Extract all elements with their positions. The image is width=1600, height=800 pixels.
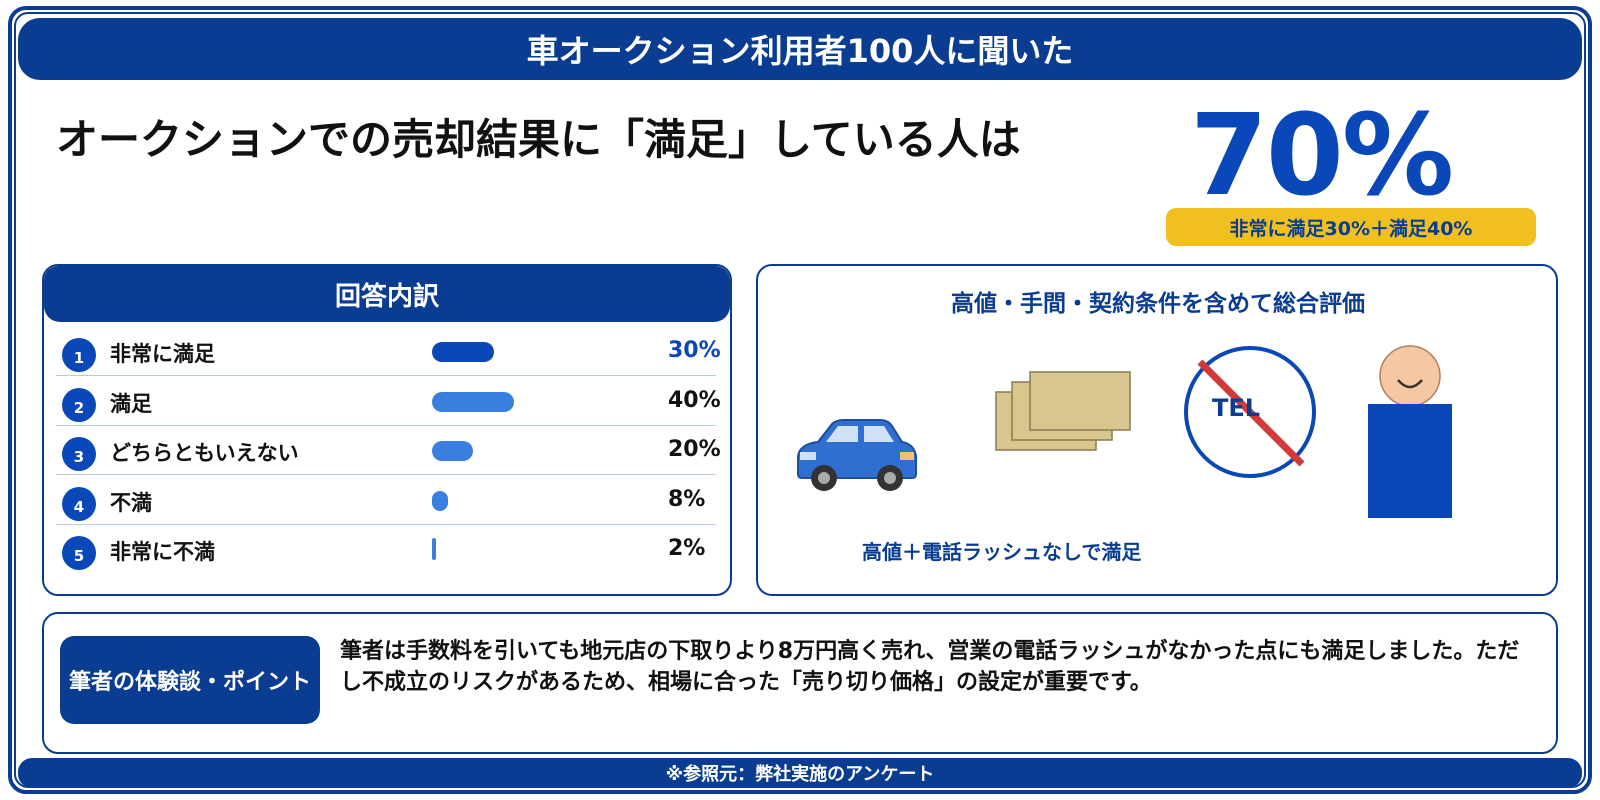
outer-frame [8,6,1592,794]
evaluation-caption: 高値＋電話ラッシュなしで満足 [862,540,1142,564]
tel-label: TEL [1212,394,1261,422]
evaluation-panel: 高値・手間・契約条件を含めて総合評価 TEL 高値＋電話ラッシュなしで満足 [756,264,1558,596]
row-number: 2 [62,387,96,422]
category-label: どちらともいえない [110,441,299,465]
banner-title: 車オークション利用者100人に聞いた [526,32,1074,70]
row-number: 5 [62,536,96,570]
breakdown-pill: 非常に満足30%＋満足40% [1166,208,1536,246]
category-label: 非常に満足 [110,342,215,366]
evaluation-title: 高値・手間・契約条件を含めて総合評価 [951,291,1365,317]
category-label: 不満 [110,490,152,515]
documents-icon [995,371,1131,451]
chart-row: 4 不満 8% [56,475,716,525]
car-icon [797,419,917,491]
row-number: 4 [62,486,96,521]
value-label: 30% [668,338,721,363]
breakdown-header: 回答内訳 [44,266,730,322]
chart-row: 2 満足 40% [56,376,721,426]
breakdown-text: 非常に満足30%＋満足40% [1229,217,1473,240]
row-number: 1 [62,338,96,372]
value-label: 8% [668,486,706,512]
footer: ※参照元：弊社実施のアンケート [18,758,1582,788]
chart-row: 5 非常に不満 2% [56,524,716,574]
breakdown-panel: 回答内訳 1 非常に満足 30% 2 満足 40% 3 どちらともいえない 20% 4 不満 8% 5 非… [42,264,732,596]
top-banner: 車オークション利用者100人に聞いた [18,18,1582,80]
category-label: 満足 [110,391,152,416]
headline: オークションでの売却結果に「満足」している人は [56,115,1021,164]
bar [432,490,449,511]
bar [432,441,473,461]
value-label: 2% [668,536,706,561]
bar [432,538,437,560]
bar [432,342,494,362]
chart-row: 1 非常に満足 30% [56,326,721,376]
person-icon [1368,345,1452,518]
value-label: 40% [668,387,721,413]
chart-row: 3 どちらともいえない 20% [56,425,721,475]
experience-badge-label: 筆者の体験談・ポイント [68,670,311,695]
experience-badge: 筆者の体験談・ポイント [60,636,320,724]
breakdown-title: 回答内訳 [334,281,439,312]
big-percent: 70% [1190,91,1454,221]
bar [432,391,514,412]
value-label: 20% [668,437,721,462]
no-phone-icon: TEL [1182,344,1318,480]
row-number: 3 [62,437,96,471]
experience-text: 筆者は手数料を引いても地元店の下取りより8万円高く売れ、営業の電話ラッシュがなか… [340,639,1520,695]
footer-source: ※参照元：弊社実施のアンケート [665,764,935,785]
category-label: 非常に不満 [110,540,215,564]
experience-panel: 筆者の体験談・ポイント 筆者は手数料を引いても地元店の下取りより8万円高く売れ、… [42,612,1558,754]
